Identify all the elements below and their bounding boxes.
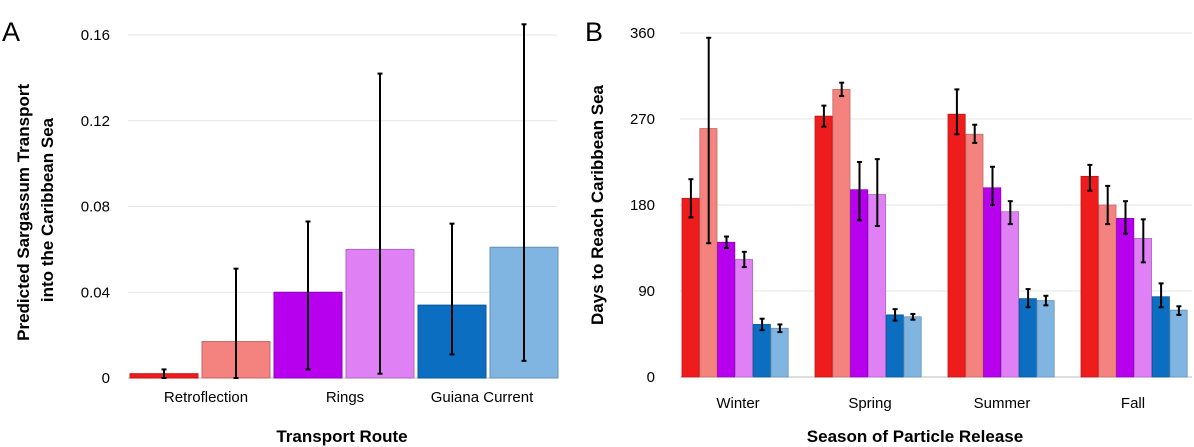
- panel-b-bar-3-2: [965, 133, 984, 378]
- panel-a-error-bar-1: [161, 368, 167, 379]
- panel-a-y-tick-label: 0.12: [81, 113, 110, 130]
- panel-b-error-bar-1-3: [724, 235, 729, 249]
- panel-a-error-bar-6: [521, 23, 527, 362]
- panel-b-bar-3-1: [947, 113, 966, 378]
- panel-b-bar-4-1: [1080, 175, 1099, 378]
- panel-b-y-tick-label: 360: [630, 25, 655, 42]
- panel-a-category-label: Rings: [326, 389, 364, 406]
- panel-b-error-bar-1-1: [688, 178, 694, 219]
- panel-a-y-axis-label: Predicted Sargassum Transport into the C…: [14, 79, 57, 341]
- panel-a-y-tick-labels: 0 0.04 0.08 0.12 0.16: [81, 27, 110, 387]
- panel-a-category-labels: Retroflection Rings Guiana Current: [164, 389, 534, 406]
- panel-a-error-bar-3: [305, 220, 311, 371]
- panel-b-error-bar-4-3: [1123, 200, 1128, 235]
- panel-b-error-bar-3-6: [1043, 294, 1049, 307]
- panel-b-bar-3-4: [1001, 211, 1020, 378]
- panel-b-x-axis-label: Season of Particle Release: [807, 427, 1023, 446]
- panel-a-y-tick-label: 0.08: [81, 199, 110, 216]
- panel-b-y-tick-label: 0: [647, 369, 655, 386]
- panel-b-error-bar-3-3: [990, 165, 995, 206]
- panel-b-bar-3-3: [983, 187, 1002, 378]
- panel-b-error-bar-3-4: [1007, 200, 1013, 226]
- panel-a-letter: A: [2, 17, 20, 47]
- panel-b-error-bar-3-1: [954, 88, 960, 136]
- panel-b-error-bar-1-2: [706, 36, 712, 245]
- panel-b-error-bar-1-4: [741, 250, 747, 269]
- panel-b-bar-4-5: [1151, 296, 1170, 378]
- panel-b-error-bar-2-3: [857, 161, 862, 222]
- panel-b-error-bar-4-4: [1140, 218, 1146, 264]
- panel-b-error-bar-4-2: [1105, 184, 1111, 226]
- panel-b-bar-1-6: [770, 327, 789, 378]
- panel-b-error-bar-4-1: [1087, 163, 1093, 192]
- panel-b-error-bar-2-2: [839, 81, 845, 98]
- panel-b-y-axis-label: Days to Reach Caribbean Sea: [588, 84, 607, 325]
- panel-a-y-tick-label: 0: [102, 370, 110, 387]
- panel-b-bar-1-4: [735, 259, 754, 378]
- panel-b-letter: B: [585, 17, 603, 47]
- panel-b-bar-1-1: [681, 197, 700, 378]
- panel-b-error-bar-3-5: [1025, 288, 1031, 309]
- panel-b-y-tick-label: 180: [630, 197, 655, 214]
- panel-b-bar-3-5: [1018, 298, 1037, 378]
- panel-a-error-bar-2: [233, 267, 239, 379]
- panel-b-error-bar-2-4: [874, 158, 880, 228]
- panel-b-error-bar-2-6: [910, 312, 916, 321]
- panel-b-error-bar-3-2: [972, 123, 978, 144]
- panel-a-category-label: Retroflection: [164, 389, 248, 406]
- panel-b-bar-4-2: [1098, 204, 1117, 378]
- panel-b-bar-2-6: [903, 316, 922, 378]
- panel-a-y-tick-label: 0.16: [81, 27, 110, 44]
- panel-b-bars: [681, 88, 1188, 378]
- panel-b-error-bar-2-1: [821, 104, 827, 128]
- panel-b-bar-2-1: [814, 115, 833, 378]
- panel-b-category-label: Summer: [974, 395, 1031, 412]
- panel-b-bar-2-2: [832, 88, 851, 378]
- panel-b-category-labels: Winter Spring Summer Fall: [716, 395, 1145, 412]
- panel-b-category-label: Fall: [1121, 395, 1145, 412]
- panel-a-error-bar-4: [377, 72, 383, 375]
- panel-b-y-tick-labels: 0 90 180 270 360: [630, 25, 655, 386]
- panel-b-error-bar-1-5: [759, 317, 765, 332]
- panel-b-error-bar-2-5: [892, 308, 898, 322]
- panel-b-category-label: Winter: [716, 395, 759, 412]
- panel-b-bar-2-5: [885, 314, 904, 378]
- panel-a-bars: [129, 246, 559, 379]
- panel-a: A 0 0.04 0.08 0.12 0.16 Retroflection Rings Gu…: [2, 17, 559, 446]
- panel-b: B 0 90 180 270 360 Winter Spring Summer Fall Da…: [585, 17, 1192, 446]
- panel-b-bar-1-5: [752, 324, 771, 378]
- panel-a-error-bars: [161, 23, 527, 379]
- panel-b-category-label: Spring: [848, 395, 891, 412]
- panel-b-error-bar-4-6: [1176, 305, 1182, 316]
- panel-b-y-tick-label: 90: [638, 283, 655, 300]
- panel-a-x-axis-label: Transport Route: [276, 427, 407, 446]
- panel-b-bar-4-6: [1169, 309, 1188, 378]
- panel-b-bar-3-6: [1036, 300, 1055, 378]
- panel-b-error-bar-4-5: [1158, 282, 1164, 309]
- panel-a-y-axis-label-line-1: Predicted Sargassum Transport: [14, 84, 33, 341]
- panel-a-y-axis-label-line-2: into the Caribbean Sea: [38, 117, 57, 302]
- panel-a-y-tick-label: 0.04: [81, 284, 110, 301]
- panel-b-bar-4-3: [1116, 217, 1135, 378]
- panel-b-bar-1-3: [717, 241, 736, 378]
- panel-a-error-bar-5: [449, 222, 455, 356]
- panel-a-category-label: Guiana Current: [431, 389, 534, 406]
- panel-b-error-bar-1-6: [777, 323, 783, 334]
- panel-b-y-tick-label: 270: [630, 111, 655, 128]
- panel-b-error-bars: [688, 36, 1182, 334]
